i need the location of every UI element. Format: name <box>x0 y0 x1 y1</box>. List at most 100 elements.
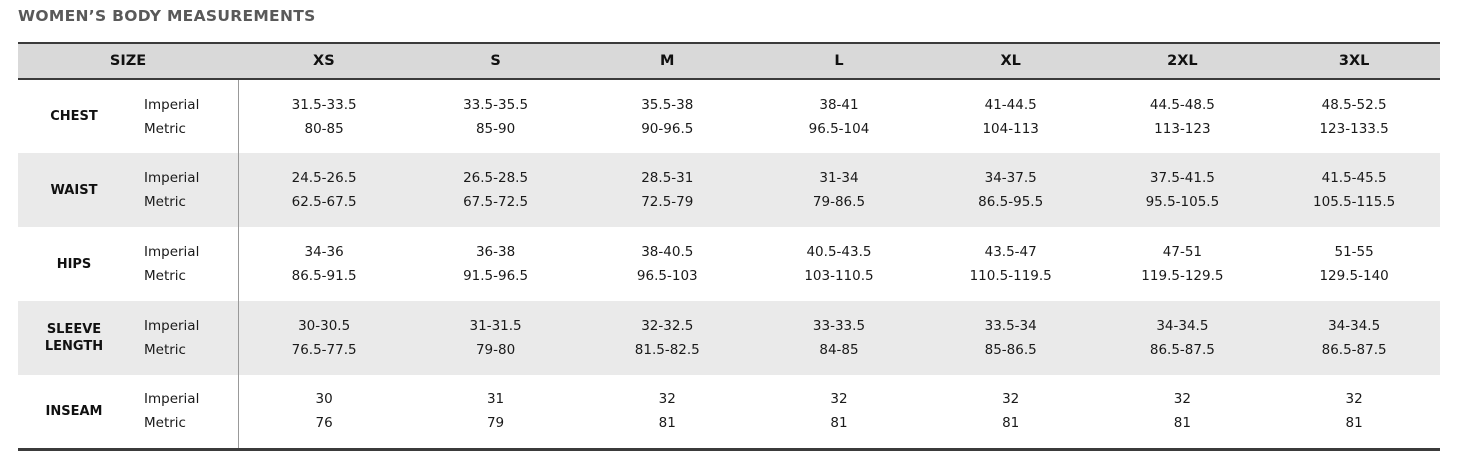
measurement-cell: 32 81 <box>1268 375 1440 451</box>
measurement-cell: 41.5-45.5 105.5-115.5 <box>1268 153 1440 227</box>
row-label: INSEAM <box>18 375 130 451</box>
imperial-value: 30 <box>315 391 333 408</box>
measurement-cell: 44.5-48.5 113-123 <box>1097 79 1269 153</box>
measurement-cell: 41-44.5 104-113 <box>925 79 1097 153</box>
metric-label: Metric <box>144 268 186 284</box>
imperial-value: 24.5-26.5 <box>291 170 357 186</box>
measurement-cell: 31-34 79-86.5 <box>753 153 925 227</box>
measurement-cell: 40.5-43.5 103-110.5 <box>753 227 925 301</box>
measurement-cell: 26.5-28.5 67.5-72.5 <box>410 153 582 227</box>
row-label: SLEEVE LENGTH <box>44 322 104 354</box>
imperial-value: 31 <box>486 391 505 408</box>
imperial-label: Imperial <box>144 96 200 113</box>
measurements-table: SIZE XS S M L XL 2XL 3XL CHEST Imperial … <box>18 42 1440 451</box>
metric-value: 113-123 <box>1154 120 1211 137</box>
metric-value: 86.5-95.5 <box>978 194 1044 210</box>
unit-labels: Imperial Metric <box>130 301 239 375</box>
imperial-value: 40.5-43.5 <box>806 244 872 260</box>
metric-value: 85-90 <box>475 120 516 137</box>
imperial-value: 37.5-41.5 <box>1149 170 1215 186</box>
header-size: SIZE <box>18 42 239 80</box>
imperial-value: 30-30.5 <box>298 318 351 334</box>
imperial-label: Imperial <box>144 170 200 186</box>
measurement-cell: 33.5-34 85-86.5 <box>925 301 1097 375</box>
row-label: WAIST <box>50 182 98 198</box>
metric-value: 86.5-87.5 <box>1149 342 1215 358</box>
metric-value: 62.5-67.5 <box>291 194 357 210</box>
metric-value: 96.5-104 <box>808 120 870 137</box>
metric-value: 91.5-96.5 <box>463 268 529 284</box>
row-waist: WAIST Imperial Metric 24.5-26.5 62.5-67.… <box>18 153 1440 227</box>
table-header: SIZE XS S M L XL 2XL 3XL <box>18 42 1440 80</box>
metric-value: 67.5-72.5 <box>463 194 529 210</box>
metric-value: 90-96.5 <box>641 120 694 137</box>
measurement-cell: 51-55 129.5-140 <box>1268 227 1440 301</box>
header-xs: XS <box>238 42 410 80</box>
metric-value: 72.5-79 <box>641 194 694 210</box>
measurement-cell: 32 81 <box>1096 375 1269 451</box>
imperial-value: 34-34.5 <box>1328 318 1381 334</box>
imperial-value: 41.5-45.5 <box>1321 170 1387 186</box>
row-chest: CHEST Imperial Metric 31.5-33.5 80-85 33… <box>18 79 1440 153</box>
metric-value: 86.5-91.5 <box>291 268 357 284</box>
imperial-value: 31-31.5 <box>469 318 522 334</box>
imperial-value: 38-40.5 <box>641 244 694 260</box>
measurement-cell: 34-34.5 86.5-87.5 <box>1097 301 1269 375</box>
measurement-cell: 31-31.5 79-80 <box>410 301 582 375</box>
metric-value: 95.5-105.5 <box>1145 194 1220 210</box>
imperial-value: 32-32.5 <box>641 318 694 334</box>
metric-label: Metric <box>144 194 186 210</box>
metric-value: 76 <box>315 415 333 432</box>
imperial-value: 43.5-47 <box>984 244 1037 260</box>
imperial-value: 32 <box>830 391 848 408</box>
metric-value: 119.5-129.5 <box>1141 268 1224 284</box>
unit-labels: Imperial Metric <box>130 227 239 301</box>
measurement-cell: 35.5-38 90-96.5 <box>581 79 753 153</box>
metric-value: 79-80 <box>475 342 516 358</box>
measurement-cell: 43.5-47 110.5-119.5 <box>925 227 1097 301</box>
metric-label: Metric <box>144 120 186 137</box>
measurement-cell: 30 76 <box>238 375 410 451</box>
metric-value: 84-85 <box>819 342 859 358</box>
row-inseam: INSEAM Imperial Metric 30 76 31 79 32 81 <box>18 375 1440 451</box>
header-xl: XL <box>924 42 1097 80</box>
page-title: WOMEN’S BODY MEASUREMENTS <box>18 7 316 25</box>
metric-value: 79 <box>486 415 505 432</box>
measurement-cell: 48.5-52.5 123-133.5 <box>1268 79 1440 153</box>
metric-value: 80-85 <box>304 120 344 137</box>
metric-value: 110.5-119.5 <box>969 268 1052 284</box>
imperial-value: 47-51 <box>1162 244 1202 260</box>
row-label: HIPS <box>56 256 92 272</box>
row-label: CHEST <box>50 109 98 124</box>
metric-value: 81 <box>830 415 848 432</box>
imperial-label: Imperial <box>144 244 200 260</box>
metric-value: 79-86.5 <box>812 194 866 210</box>
imperial-value: 41-44.5 <box>984 96 1037 113</box>
imperial-value: 28.5-31 <box>641 170 694 186</box>
measurement-cell: 37.5-41.5 95.5-105.5 <box>1097 153 1269 227</box>
header-2xl: 2XL <box>1096 42 1269 80</box>
measurement-cell: 36-38 91.5-96.5 <box>410 227 582 301</box>
unit-labels: Imperial Metric <box>130 375 239 451</box>
imperial-value: 31.5-33.5 <box>291 96 357 113</box>
metric-value: 81 <box>1345 415 1363 432</box>
header-3xl: 3XL <box>1268 42 1440 80</box>
imperial-value: 32 <box>1173 391 1191 408</box>
measurement-cell: 33.5-35.5 85-90 <box>410 79 582 153</box>
measurement-cell: 34-36 86.5-91.5 <box>238 227 410 301</box>
measurement-cell: 38-40.5 96.5-103 <box>581 227 753 301</box>
imperial-value: 35.5-38 <box>641 96 694 113</box>
measurement-cell: 34-37.5 86.5-95.5 <box>925 153 1097 227</box>
metric-value: 85-86.5 <box>984 342 1037 358</box>
measurement-cell: 30-30.5 76.5-77.5 <box>238 301 410 375</box>
imperial-value: 31-34 <box>819 170 859 186</box>
imperial-value: 33-33.5 <box>812 318 866 334</box>
metric-value: 86.5-87.5 <box>1321 342 1387 358</box>
imperial-value: 34-37.5 <box>984 170 1037 186</box>
row-hips: HIPS Imperial Metric 34-36 86.5-91.5 36-… <box>18 227 1440 301</box>
imperial-label: Imperial <box>144 318 200 334</box>
metric-value: 129.5-140 <box>1319 268 1389 284</box>
metric-value: 96.5-103 <box>636 268 698 284</box>
metric-value: 81 <box>1173 415 1191 432</box>
